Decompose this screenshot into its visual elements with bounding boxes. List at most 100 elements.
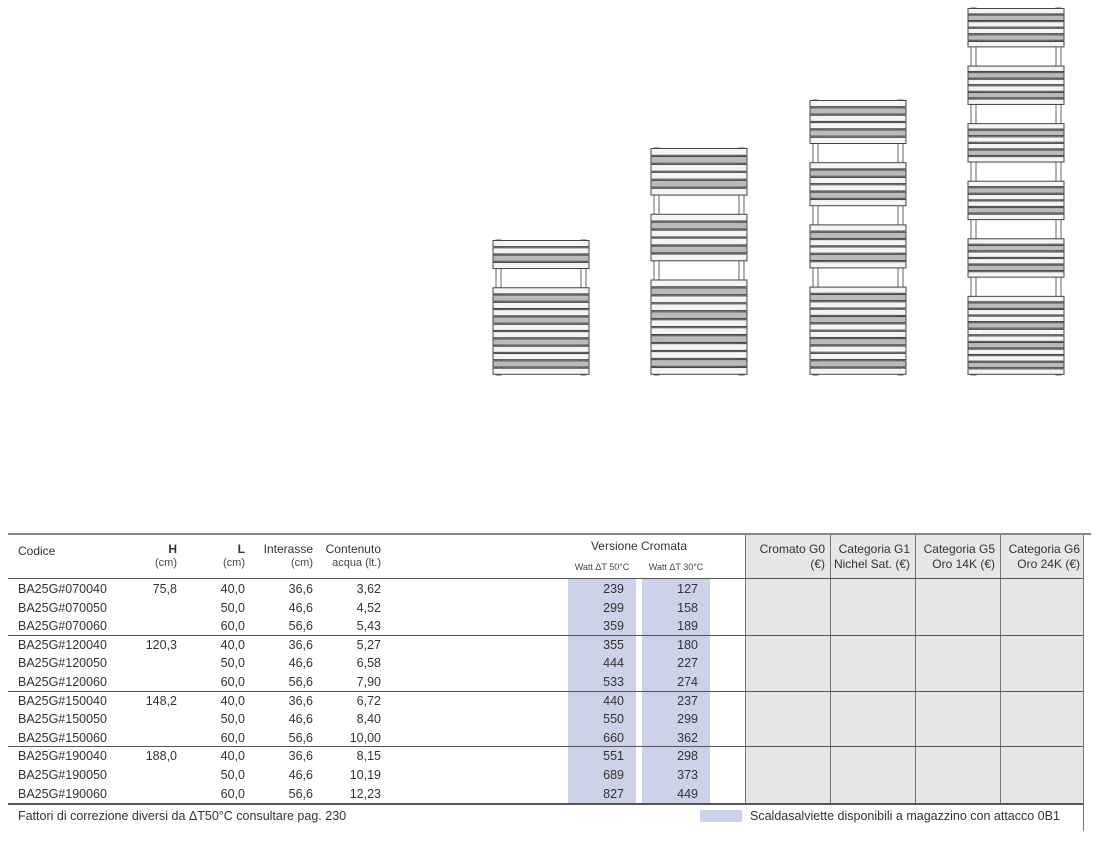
legend-text: Scaldasalviette disponibili a magazzino …	[750, 809, 1060, 823]
radiator-bar	[650, 155, 748, 164]
cell-w30: 299	[677, 712, 698, 727]
radiator-bar	[809, 114, 907, 122]
radiator-bar	[809, 330, 907, 338]
radiator-bar	[809, 367, 907, 375]
col-h-unit: (cm)	[155, 557, 177, 569]
cell-contenuto: 10,19	[349, 768, 381, 782]
correction-note: Fattori di correzione diversi da ΔT50°C …	[18, 809, 347, 823]
cell-codice: BA25G#120060	[18, 675, 107, 689]
group-rule	[8, 634, 1083, 636]
cell-contenuto: 6,58	[356, 656, 381, 671]
radiator-bar	[809, 191, 907, 199]
cell-interasse: 36,6	[288, 749, 313, 764]
cell-w50: 550	[603, 712, 624, 727]
col-interasse: Interasse	[263, 542, 313, 556]
radiator-bar	[967, 98, 1065, 105]
radiator-bar	[492, 323, 590, 331]
cell-codice: BA25G#150060	[18, 730, 107, 745]
radiator-bar	[650, 179, 748, 188]
cell-w30: 298	[677, 749, 698, 764]
cell-l: 50,0	[220, 656, 245, 671]
cell-w30: 449	[677, 786, 698, 801]
radiator-bar	[967, 136, 1065, 143]
col-h: H	[168, 542, 177, 556]
radiator-bar	[650, 335, 748, 343]
cell-codice: BA25G#070060	[18, 619, 107, 634]
radiator-bar	[492, 309, 590, 317]
cell-h	[120, 654, 177, 673]
cell-interasse: 36,6	[288, 582, 313, 596]
radiator-bar	[492, 316, 590, 324]
radiator	[492, 239, 590, 376]
radiator-bar	[967, 40, 1065, 48]
radiator-bar	[809, 286, 907, 294]
radiator-bar	[650, 351, 748, 359]
radiator-bar	[967, 8, 1065, 15]
legend-swatch	[700, 810, 742, 822]
radiator-bar	[967, 368, 1065, 375]
cell-h	[120, 785, 177, 804]
radiator-bar	[967, 361, 1065, 369]
radiator-bar	[650, 229, 748, 238]
divider	[745, 535, 746, 803]
price-panel	[745, 535, 1083, 803]
radiator-bar	[967, 207, 1065, 214]
radiator-bar	[967, 213, 1065, 221]
radiator-bar	[492, 261, 590, 270]
cell-interasse: 46,6	[288, 768, 313, 782]
cell-codice: BA25G#070040	[18, 582, 107, 596]
cell-codice: BA25G#190040	[18, 749, 107, 764]
cell-codice: BA25G#150050	[18, 712, 107, 727]
radiator-bar	[967, 14, 1065, 21]
cell-w50: 660	[603, 730, 624, 745]
radiator-bar	[650, 343, 748, 351]
radiator-bar	[967, 244, 1065, 252]
divider	[915, 535, 916, 803]
radiator-bar	[650, 359, 748, 367]
cell-codice: BA25G#120040	[18, 637, 107, 652]
radiator-bar	[809, 169, 907, 177]
cell-w50: 533	[603, 675, 624, 689]
radiator-bar	[650, 295, 748, 304]
radiator-bar	[492, 331, 590, 339]
cell-contenuto: 3,62	[356, 582, 381, 596]
radiator-bar	[492, 367, 590, 375]
radiator-bar	[492, 345, 590, 353]
radiator-bar	[650, 171, 748, 180]
cell-w30: 237	[677, 693, 698, 708]
radiator-bar	[967, 21, 1065, 28]
price-col-header: Categoria G6	[1008, 542, 1080, 556]
radiator-bar	[967, 335, 1065, 342]
radiator-bar	[809, 129, 907, 137]
cell-w50: 359	[603, 619, 624, 634]
cell-w30: 127	[677, 582, 698, 596]
radiator-bar	[650, 187, 748, 196]
radiator-bar	[967, 238, 1065, 245]
radiator-bar	[967, 251, 1065, 258]
cell-w50: 689	[603, 768, 624, 782]
radiator-bar	[967, 271, 1065, 278]
cell-l: 50,0	[220, 600, 245, 615]
radiator-bar	[967, 200, 1065, 207]
cell-w50: 827	[603, 786, 624, 801]
radiator-bar	[809, 246, 907, 254]
cell-h	[120, 599, 177, 618]
price-col-header: Nichel Sat. (€)	[833, 557, 910, 571]
radiator-bar	[967, 65, 1065, 72]
cell-codice: BA25G#150040	[18, 693, 107, 708]
radiator-bar	[650, 221, 748, 230]
cell-h	[120, 729, 177, 748]
radiator-bar	[809, 323, 907, 331]
radiator-bar	[967, 129, 1065, 137]
radiator-bar	[809, 224, 907, 232]
radiator-bar	[967, 348, 1065, 356]
radiator-bar	[967, 328, 1065, 336]
cell-w30: 362	[677, 730, 698, 745]
radiator-bar	[967, 142, 1065, 150]
cell-h	[120, 673, 177, 692]
cell-w30: 180	[677, 637, 698, 652]
cell-interasse: 46,6	[288, 656, 313, 671]
cell-l: 60,0	[220, 619, 245, 634]
cell-w30: 373	[677, 768, 698, 782]
radiator-bar	[650, 279, 748, 288]
